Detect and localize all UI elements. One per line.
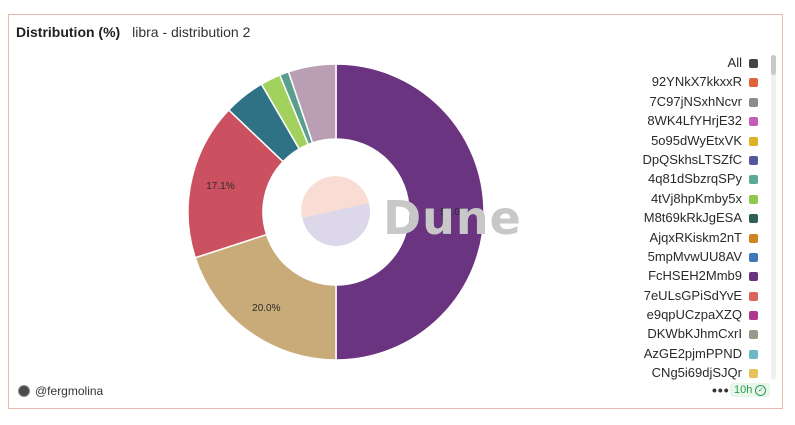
legend-item[interactable]: 5o95dWyEtxVK — [618, 133, 758, 152]
chart-subtitle: libra - distribution 2 — [132, 24, 251, 40]
legend-item-label: 5mpMvwUU8AV — [647, 248, 742, 264]
donut-chart: 50.0% 20.0% 17.1% — [187, 63, 485, 361]
legend-swatch — [749, 136, 758, 146]
chart-legend[interactable]: All 92YNkX7kkxxR 7C97jNSxhNcvr 8WK4LfYHrjE3… — [618, 55, 758, 380]
legend-item-label: DKWbKJhmCxrI — [647, 326, 742, 342]
author-name[interactable]: @fergmolina — [35, 384, 104, 398]
legend-item-label: FcHSEH2Mmb9 — [648, 268, 742, 284]
legend-item[interactable]: DpQSkhsLTSZfC — [618, 152, 758, 171]
legend-item[interactable]: e9qpUCzpaXZQ — [618, 307, 758, 326]
more-options-icon[interactable]: ••• — [712, 382, 730, 398]
legend-swatch — [749, 117, 758, 127]
legend-item[interactable]: AzGE2pjmPPND — [618, 346, 758, 365]
legend-item[interactable]: 5mpMvwUU8AV — [618, 249, 758, 268]
legend-item-label: AjqxRKiskm2nT — [649, 229, 742, 245]
legend-swatch — [749, 252, 758, 262]
legend-swatch — [749, 194, 758, 204]
legend-scroll-thumb[interactable] — [771, 55, 776, 75]
pie-slice-0[interactable] — [335, 63, 485, 361]
legend-swatch — [749, 175, 758, 185]
legend-item[interactable]: M8t69kRkJgESA — [618, 210, 758, 229]
check-icon: ✓ — [755, 384, 767, 396]
legend-item[interactable]: 7eULsGPiSdYvE — [618, 288, 758, 307]
legend-item[interactable]: 4q81dSbzrqSPy — [618, 171, 758, 190]
legend-item[interactable]: 4tVj8hpKmby5x — [618, 191, 758, 210]
logo-circle-top — [301, 176, 369, 218]
refresh-age-badge[interactable]: 10h ✓ — [730, 383, 771, 397]
slice-data-label-0: 50.0% — [440, 207, 468, 218]
legend-item-label: 7eULsGPiSdYvE — [643, 287, 742, 303]
author[interactable]: @fergmolina — [18, 384, 103, 398]
legend-item[interactable]: 8WK4LfYHrjE32 — [618, 113, 758, 132]
pie-slice-6[interactable] — [287, 63, 337, 144]
legend-item[interactable]: CNg5i69djSJQr — [618, 365, 758, 380]
legend-item-label: 7C97jNSxhNcvr — [649, 93, 742, 109]
legend-item[interactable]: All — [618, 55, 758, 74]
legend-swatch — [749, 78, 758, 88]
legend-item-label: e9qpUCzpaXZQ — [646, 307, 742, 323]
legend-item-label: All — [727, 55, 742, 70]
legend-item-label: 4q81dSbzrqSPy — [648, 171, 742, 187]
chart-card: Distribution (%) libra - distribution 2 … — [8, 14, 783, 409]
legend-item-label: 4tVj8hpKmby5x — [650, 190, 742, 206]
legend-swatch — [749, 272, 758, 282]
legend-item-label: AzGE2pjmPPND — [643, 345, 742, 361]
slice-data-label-2: 17.1% — [206, 181, 234, 192]
age-label: 10h — [734, 384, 753, 396]
legend-swatch — [749, 214, 758, 224]
legend-item-label: M8t69kRkJgESA — [643, 210, 742, 226]
legend-item-label: 92YNkX7kkxxR — [651, 74, 742, 90]
legend-item-label: 5o95dWyEtxVK — [651, 132, 742, 148]
legend-swatch — [749, 59, 758, 68]
legend-scrollbar[interactable] — [771, 55, 776, 380]
pie-slice-1[interactable] — [194, 233, 337, 361]
chart-title: Distribution (%) — [16, 24, 121, 40]
legend-swatch — [749, 97, 758, 107]
legend-swatch — [749, 349, 758, 359]
legend-swatch — [749, 233, 758, 243]
legend-item-label: 8WK4LfYHrjE32 — [647, 113, 742, 129]
avatar — [18, 385, 30, 397]
legend-item-label: DpQSkhsLTSZfC — [642, 151, 742, 167]
legend-item[interactable]: 92YNkX7kkxxR — [618, 74, 758, 93]
dune-watermark: Dune — [383, 191, 522, 245]
legend-swatch — [749, 155, 758, 165]
legend-item[interactable]: FcHSEH2Mmb9 — [618, 268, 758, 287]
chart-header: Distribution (%) libra - distribution 2 — [16, 24, 250, 40]
legend-swatch — [749, 330, 758, 340]
legend-swatch — [749, 311, 758, 321]
legend-swatch — [749, 369, 758, 379]
legend-item[interactable]: DKWbKJhmCxrI — [618, 326, 758, 345]
legend-item[interactable]: AjqxRKiskm2nT — [618, 230, 758, 249]
slice-data-label-1: 20.0% — [252, 303, 280, 314]
legend-item-label: CNg5i69djSJQr — [651, 365, 742, 380]
legend-item[interactable]: 7C97jNSxhNcvr — [618, 94, 758, 113]
legend-swatch — [749, 291, 758, 301]
